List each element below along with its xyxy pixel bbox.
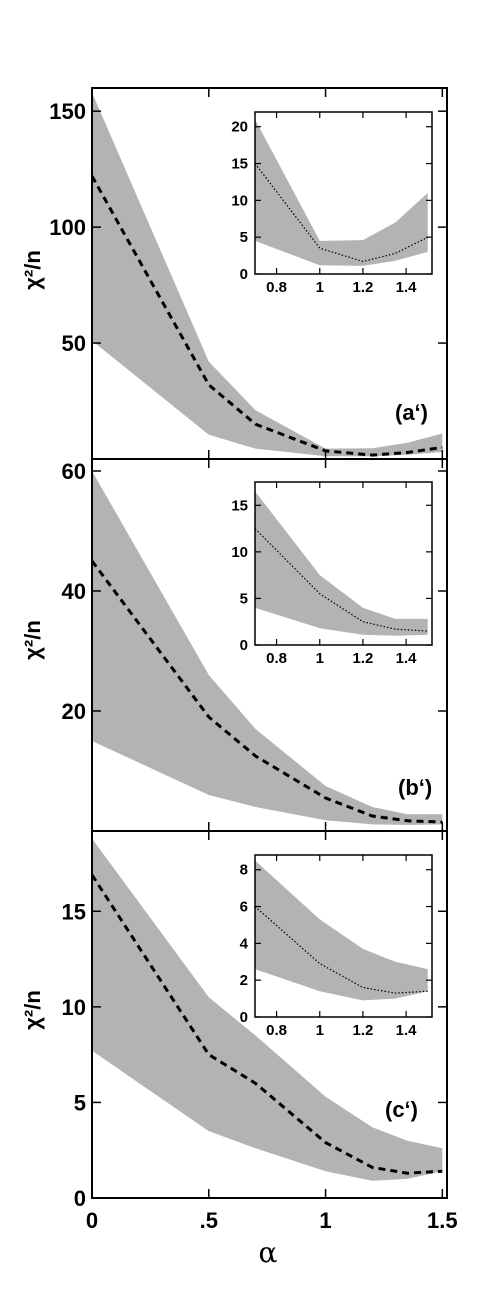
inset-confidence-band <box>255 491 428 636</box>
inset-y-tick-label: 10 <box>231 544 248 561</box>
y-axis-label: χ²/n <box>20 620 45 660</box>
inset-y-tick-label: 5 <box>240 590 248 607</box>
panel-label: (c‘) <box>385 1097 418 1122</box>
x-tick-label: 1 <box>319 1208 331 1233</box>
inset-x-tick-label: 1.2 <box>352 1022 373 1039</box>
y-tick-label: 10 <box>62 995 86 1020</box>
inset-x-tick-label: 1.2 <box>352 279 373 296</box>
inset-x-tick-label: 1.4 <box>396 650 418 667</box>
inset-mean-line <box>255 163 428 263</box>
inset-y-tick-label: 4 <box>240 935 249 952</box>
inset-x-tick-label: 0.8 <box>266 1022 287 1039</box>
inset-frame <box>254 111 433 275</box>
inset-x-tick-label: 1 <box>316 650 324 667</box>
inset-frame <box>254 481 433 646</box>
inset-y-tick-label: 15 <box>231 497 248 514</box>
panel-plot-area <box>92 471 443 825</box>
inset-y-tick-label: 2 <box>240 972 248 989</box>
confidence-band <box>92 838 443 1181</box>
inset-plot-area <box>255 860 428 1001</box>
mean-line <box>92 874 443 1175</box>
y-tick-label: 5 <box>74 1090 86 1115</box>
x-tick-label: .5 <box>200 1208 218 1233</box>
inset-confidence-band <box>255 119 428 266</box>
inset-y-tick-label: 0 <box>240 266 248 283</box>
inset-chart: 0 5 10 15 0.8 1 1.2 1.4 <box>231 481 433 667</box>
y-tick-label: 0 <box>74 1186 86 1211</box>
inset-y-tick-label: 6 <box>240 899 248 916</box>
panel-label: (a‘) <box>395 400 428 425</box>
inset-y-tick-label: 10 <box>231 192 248 209</box>
inset-x-tick-label: 1.4 <box>396 279 418 296</box>
inset-y-tick-label: 0 <box>240 637 248 654</box>
panel-2: 20 40 60 χ²/n (b‘) 0 5 10 15 0.8 1 1.2 1.4 <box>20 458 448 832</box>
x-tick-label: 0 <box>86 1208 98 1233</box>
panel-plot-area <box>92 838 443 1181</box>
inset-y-tick-label: 15 <box>231 156 248 173</box>
inset-x-tick-label: 1 <box>316 1022 324 1039</box>
panel-1: 50 100 150 χ²/n (a‘) 0 5 10 15 20 0.8 1 1.2 1.4 <box>20 87 448 460</box>
mean-line <box>92 560 443 824</box>
panel-3: 0 5 10 15 χ²/n (c‘) 0 2 4 6 8 0.8 1 1.2 1.4 0 .5 1 1.5 α <box>20 830 458 1269</box>
panel-frame <box>91 830 448 1199</box>
y-axis-label: χ²/n <box>20 250 45 290</box>
confidence-band <box>92 92 443 457</box>
y-tick-label: 150 <box>49 99 86 124</box>
y-tick-label: 50 <box>62 331 86 356</box>
inset-y-tick-label: 5 <box>240 229 248 246</box>
y-tick-label: 20 <box>62 699 86 724</box>
inset-x-tick-label: 1 <box>316 279 324 296</box>
x-axis-label: α <box>259 1236 278 1269</box>
y-tick-label: 60 <box>62 459 86 484</box>
inset-confidence-band <box>255 860 428 1001</box>
inset-mean-line <box>255 906 428 994</box>
y-tick-label: 100 <box>49 215 86 240</box>
inset-x-tick-label: 0.8 <box>266 279 287 296</box>
inset-x-tick-label: 1.2 <box>352 650 373 667</box>
inset-chart: 0 2 4 6 8 0.8 1 1.2 1.4 <box>240 854 433 1039</box>
y-axis-label: χ²/n <box>20 990 45 1030</box>
inset-frame <box>254 854 433 1018</box>
inset-x-tick-label: 0.8 <box>266 650 287 667</box>
inset-x-tick-label: 1.4 <box>396 1022 418 1039</box>
inset-y-tick-label: 20 <box>231 119 248 136</box>
panel-label: (b‘) <box>398 775 432 800</box>
inset-plot-area <box>255 491 428 636</box>
y-tick-label: 40 <box>62 579 86 604</box>
inset-plot-area <box>255 119 428 266</box>
confidence-band <box>92 471 443 825</box>
x-tick-label: 1.5 <box>427 1208 458 1233</box>
inset-y-tick-label: 0 <box>240 1009 248 1026</box>
y-tick-label: 15 <box>62 899 86 924</box>
inset-chart: 0 5 10 15 20 0.8 1 1.2 1.4 <box>231 111 433 296</box>
inset-y-tick-label: 8 <box>240 862 248 879</box>
